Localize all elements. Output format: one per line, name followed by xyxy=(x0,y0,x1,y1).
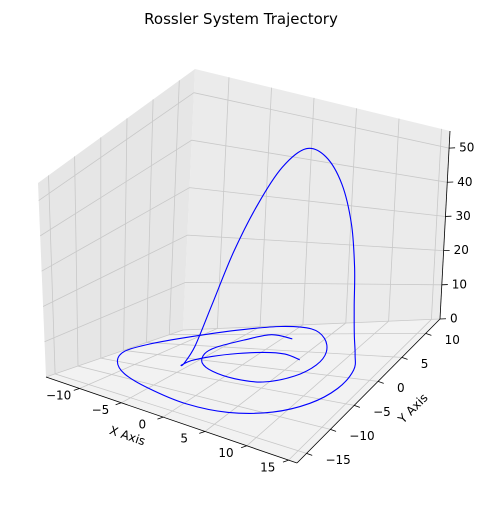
x-tick xyxy=(282,459,289,463)
series-layer xyxy=(116,147,356,414)
floor-pane xyxy=(46,319,440,463)
grid-line-z xyxy=(41,187,446,272)
x-tick xyxy=(240,445,247,449)
x-tick xyxy=(199,431,206,434)
x-tick-label: 15 xyxy=(260,460,275,474)
y-tick-label: −10 xyxy=(349,429,374,443)
grid-line-z xyxy=(42,234,444,307)
side-wall-pane xyxy=(38,69,195,377)
y-tick xyxy=(354,405,361,408)
x-tick xyxy=(73,388,80,391)
y-tick xyxy=(330,429,337,432)
x-axis-line xyxy=(45,376,298,464)
axes-panes xyxy=(38,69,450,463)
chart-title: Rossler System Trajectory xyxy=(144,10,338,28)
z-tick-label: 10 xyxy=(452,277,467,291)
y-tick xyxy=(306,453,313,456)
y-axis-label: Y Axis xyxy=(395,391,431,427)
grid-line-z xyxy=(44,282,442,343)
z-tick-label: 40 xyxy=(457,175,472,189)
z-tick-label: 50 xyxy=(459,141,474,155)
axis-lines xyxy=(45,130,451,464)
y-tick-label: 5 xyxy=(421,357,429,371)
series-line-0 xyxy=(116,147,356,414)
y-axis-line xyxy=(296,318,441,464)
grid-line-z xyxy=(39,139,448,237)
grid-lines xyxy=(38,77,450,461)
x-tick-label: 5 xyxy=(180,432,188,446)
x-tick-label: −10 xyxy=(46,389,71,403)
y-tick-label: −15 xyxy=(325,453,350,467)
tick-marks: −10 −5 0 5 10 15 −15 −10 −5 0 5 10 0 10 20 30 40 50 xyxy=(46,141,474,475)
z-axis-line xyxy=(439,130,451,320)
back-wall-pane xyxy=(183,69,450,330)
x-tick-label: −5 xyxy=(92,403,110,417)
y-tick xyxy=(377,381,384,384)
x-tick-label: 10 xyxy=(218,446,233,460)
z-tick-label: 30 xyxy=(455,209,470,223)
y-tick-label: 10 xyxy=(445,333,460,347)
x-tick xyxy=(115,402,122,406)
y-tick xyxy=(425,333,432,336)
grid-line-z xyxy=(38,92,450,201)
z-tick-label: 20 xyxy=(454,243,469,257)
x-tick-label: 0 xyxy=(139,417,147,431)
y-tick xyxy=(401,357,408,360)
y-tick-label: 0 xyxy=(397,381,405,395)
z-tick-label: 0 xyxy=(450,312,458,326)
x-tick xyxy=(157,416,164,420)
y-tick-label: −5 xyxy=(373,405,391,419)
